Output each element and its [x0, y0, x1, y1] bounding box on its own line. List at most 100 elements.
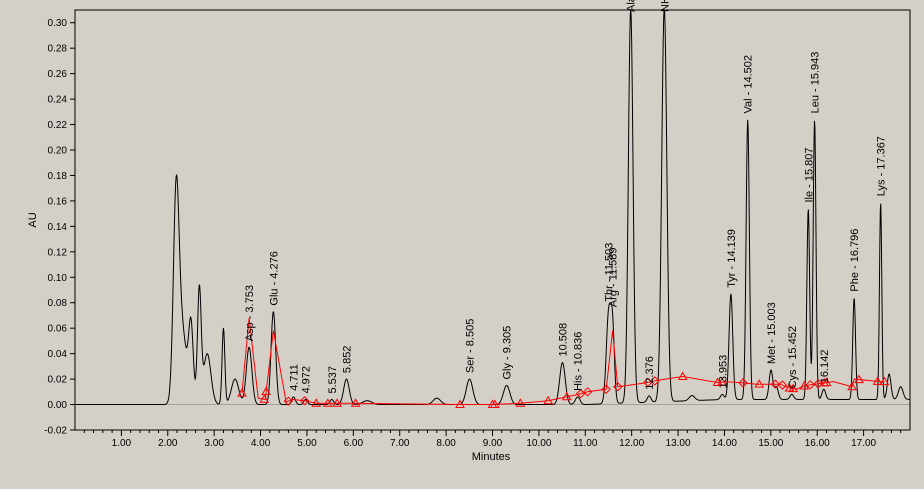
y-tick-label: -0.02 — [44, 426, 67, 437]
integration-marker-diamond — [601, 384, 611, 394]
x-axis-title: Minutes — [472, 451, 511, 463]
peak-label: 5.852 — [342, 346, 354, 374]
integration-marker-triangle — [854, 374, 864, 384]
y-tick-label: 0.06 — [48, 324, 68, 335]
peak-label: 12.376 — [644, 356, 656, 390]
y-tick-label: 0.00 — [48, 400, 68, 411]
y-tick-label: 0.20 — [48, 146, 68, 157]
y-tick-label: 0.16 — [48, 196, 68, 207]
peak-label: 4.711 — [289, 364, 301, 391]
peak-label: 5.537 — [327, 366, 339, 394]
integration-marker-triangle — [311, 398, 322, 407]
y-tick-label: 0.14 — [48, 222, 68, 233]
x-tick-label: 4.00 — [251, 438, 271, 449]
integration-marker-diamond — [738, 378, 748, 388]
x-tick-label: 17.00 — [851, 438, 876, 449]
peak-label: 4.972 — [301, 366, 313, 394]
x-tick-label: 9.00 — [483, 438, 503, 449]
integration-marker-diamond — [582, 387, 593, 397]
peak-label: Met - 15.003 — [766, 302, 778, 364]
peak-label: Ile - 15.807 — [803, 147, 815, 202]
x-tick-label: 15.00 — [758, 438, 783, 449]
peak-label: Leu - 15.943 — [810, 52, 822, 114]
x-tick-label: 2.00 — [158, 438, 178, 449]
y-tick-label: 0.30 — [48, 18, 68, 29]
peak-label: Cys - 15.452 — [787, 326, 799, 388]
integration-marker-triangle — [799, 381, 810, 390]
integration-marker-diamond — [575, 389, 586, 399]
y-tick-label: 0.26 — [48, 69, 68, 80]
peak-label: Lys - 17.367 — [876, 136, 888, 196]
integration-marker-triangle — [754, 379, 765, 388]
integration-marker-diamond — [770, 379, 781, 389]
integration-marker-triangle — [515, 398, 526, 407]
peak-label: Ser - 8.505 — [465, 319, 477, 373]
integration-marker-triangle — [350, 398, 361, 407]
integration-marker-diamond — [299, 396, 310, 406]
peak-label: Ala - 11.979 — [626, 0, 638, 12]
y-tick-label: 0.24 — [48, 95, 68, 106]
x-tick-label: 14.00 — [712, 438, 737, 449]
y-axis-title: AU — [27, 212, 39, 227]
integration-marker-triangle — [788, 383, 798, 393]
peak-label: 10.508 — [558, 323, 570, 357]
peak-label: Asp - 3.753 — [244, 285, 256, 341]
integration-marker-triangle — [259, 394, 270, 403]
x-tick-label: 6.00 — [344, 438, 364, 449]
y-tick-label: 0.08 — [48, 298, 68, 309]
integration-marker-triangle — [872, 376, 883, 385]
peak-label: His - 10.836 — [573, 332, 585, 391]
peak-label: Val - 14.502 — [743, 55, 755, 114]
integration-marker-triangle — [717, 377, 727, 386]
integration-marker-triangle — [261, 386, 271, 396]
peak-label: Tyr - 14.139 — [726, 229, 738, 288]
x-tick-label: 3.00 — [204, 438, 224, 449]
x-tick-label: 16.00 — [805, 438, 830, 449]
peak-label: Arg - 11.589 — [608, 247, 620, 307]
peak-label: NH3 - 12.703 — [659, 0, 671, 12]
integration-marker-triangle — [237, 388, 247, 397]
y-tick-label: 0.18 — [48, 171, 68, 182]
peak-label: Thr - 11.503 — [604, 243, 616, 302]
integration-marker-diamond — [805, 380, 815, 390]
peak-label-layer: Asp - 3.753 Glu - 4.276 4.711 4.972 5.5375.8… — [244, 0, 888, 394]
integration-marker-triangle — [543, 395, 554, 405]
y-tick-label: 0.28 — [48, 44, 68, 55]
y-tick-label: 0.12 — [48, 247, 68, 258]
x-tick-label: 8.00 — [436, 438, 456, 449]
y-tick-label: 0.22 — [48, 120, 68, 131]
integration-marker-triangle — [332, 398, 342, 407]
integration-marker-triangle — [821, 377, 832, 387]
integration-layer — [237, 317, 890, 409]
y-tick-label: 0.02 — [48, 375, 68, 386]
integration-marker-diamond — [283, 396, 294, 406]
integration-marker-triangle — [879, 376, 890, 386]
peak-label: 16.142 — [819, 350, 831, 384]
peak-label: Phe - 16.796 — [849, 229, 861, 292]
x-tick-label: 12.00 — [619, 438, 644, 449]
integration-marker-triangle — [489, 399, 500, 408]
y-tick-label: 0.10 — [48, 273, 68, 284]
peak-label: Gly - 9.305 — [502, 326, 514, 380]
integration-marker-diamond — [613, 382, 623, 392]
peak-label: Glu - 4.276 — [268, 251, 280, 305]
integration-marker-triangle — [322, 398, 333, 407]
integration-marker-triangle — [455, 399, 465, 409]
x-tick-label: 1.00 — [112, 438, 132, 449]
x-tick-label: 7.00 — [390, 438, 410, 449]
integration-marker-triangle — [677, 371, 688, 381]
x-tick-label: 10.00 — [526, 438, 551, 449]
integration-marker-diamond — [813, 379, 823, 389]
integration-marker-triangle — [847, 381, 857, 391]
x-tick-label: 11.00 — [573, 438, 598, 449]
x-tick-label: 5.00 — [297, 438, 317, 449]
x-tick-label: 13.00 — [666, 438, 691, 449]
peak-label: 13.953 — [717, 355, 729, 389]
y-tick-label: 0.04 — [48, 349, 68, 360]
integration-baseline — [241, 317, 885, 405]
integration-marker-diamond — [650, 376, 660, 386]
integration-marker-diamond — [777, 380, 788, 390]
integration-marker-triangle — [561, 391, 572, 401]
